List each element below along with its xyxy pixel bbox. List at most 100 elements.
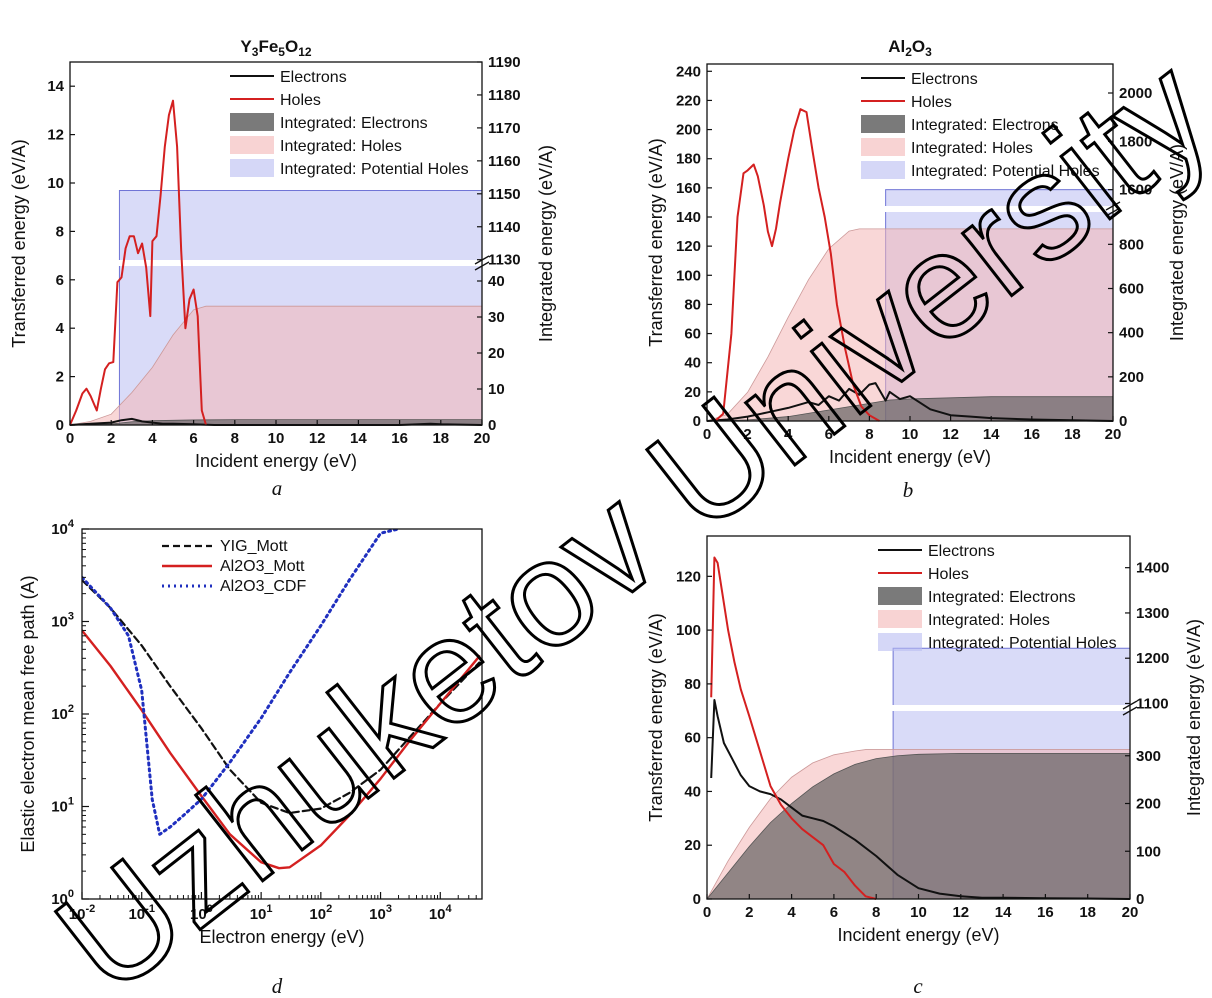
- c-y-tick-label: 20: [684, 837, 701, 854]
- a-y2-tick-label: 1190: [488, 54, 521, 71]
- b-legend-entry: Integrated: Holes: [861, 138, 1033, 157]
- b-y-tick-label: 40: [684, 355, 701, 372]
- c-y-tick-label: 60: [684, 730, 701, 747]
- d-x-tick-label: 10-2: [69, 903, 95, 923]
- c-x-tick-label: 0: [703, 904, 711, 921]
- a-legend-entry: Integrated: Electrons: [230, 113, 428, 132]
- c-axis-break-bar: [707, 705, 1130, 711]
- b-y-tick-label: 240: [676, 63, 701, 80]
- a-y2-tick-label: 40: [488, 273, 505, 290]
- b-holes-line: [714, 108, 880, 422]
- b-y-tick-label: 160: [676, 180, 701, 197]
- a-axis-break-mark: [474, 261, 490, 271]
- a-x-tick-label: 18: [432, 430, 449, 447]
- a-y2-tick-label: 1150: [488, 186, 521, 203]
- c-electrons-line: [710, 699, 1131, 900]
- a-y2-tick-label: 1170: [488, 120, 521, 137]
- c-y2-tick-label: 1400: [1136, 560, 1169, 577]
- b-y-tick-label: 140: [676, 209, 701, 226]
- c-x-tick-label: 4: [787, 904, 796, 921]
- b-y2-tick-label: 800: [1119, 236, 1144, 253]
- c-x-tick-label: 10: [910, 904, 927, 921]
- b-y2-tick-label: 1600: [1119, 182, 1152, 199]
- a-x-axis-label: Incident energy (eV): [195, 451, 357, 471]
- c-legend-swatch: [878, 610, 922, 628]
- a-legend-label: Integrated: Holes: [280, 138, 402, 155]
- c-x-tick-label: 16: [1037, 904, 1054, 921]
- d-plot-area: [82, 529, 481, 870]
- a-x-tick-label: 8: [231, 430, 239, 447]
- c-y2-tick-label: 1300: [1136, 605, 1169, 622]
- c-y-tick-label: 0: [693, 891, 701, 908]
- b-x-tick-label: 16: [1023, 426, 1040, 443]
- a-chart-title: Y3Fe5O12: [240, 37, 311, 59]
- a-x-tick-label: 16: [391, 430, 408, 447]
- a-x-tick-label: 2: [107, 430, 115, 447]
- d-al2o3-cdf-line: [82, 529, 400, 836]
- b-x-tick-label: 4: [784, 426, 793, 443]
- a-legend-entry: Integrated: Holes: [230, 136, 402, 155]
- b-legend-entry: Electrons: [861, 71, 978, 88]
- a-plot-area: [69, 99, 483, 426]
- b-legend-entry: Holes: [861, 94, 952, 111]
- b-y-tick-label: 100: [676, 267, 701, 284]
- a-y-tick-label: 10: [47, 175, 64, 192]
- a-legend-entry: Electrons: [230, 69, 347, 86]
- d-legend-label: YIG_Mott: [220, 538, 288, 555]
- c-legend-entry: Integrated: Potential Holes: [878, 633, 1117, 652]
- c-legend-label: Electrons: [928, 543, 995, 560]
- a-legend-label: Integrated: Electrons: [280, 115, 428, 132]
- a-panel-label: a: [272, 476, 283, 500]
- a-y2-tick-label: 20: [488, 345, 505, 362]
- a-y2-tick-label: 1160: [488, 153, 521, 170]
- d-yig-mott-line: [82, 578, 481, 815]
- c-legend-label: Integrated: Holes: [928, 612, 1050, 629]
- a-axis-break-mark: [474, 255, 490, 265]
- b-legend-label: Holes: [911, 94, 952, 111]
- d-x-axis-label: Electron energy (eV): [199, 927, 364, 947]
- d-legend-entry: Al2O3_CDF: [162, 578, 306, 595]
- d-y-tick-label: 103: [51, 611, 74, 631]
- a-holes-line: [69, 99, 207, 426]
- panel-c: 0 2 4 6 8 10 12 14 16 18 2002040608010012001002003…: [646, 535, 1204, 998]
- c-holes-line: [710, 556, 877, 900]
- b-y2-tick-label: 0: [1119, 413, 1127, 430]
- a-legend-swatch: [230, 113, 274, 131]
- d-x-tick-label: 101: [250, 903, 273, 923]
- b-y2-tick-label: 600: [1119, 281, 1144, 298]
- c-y2-axis-label: Integrated energy (eV/A): [1184, 619, 1204, 816]
- panel-d: 10-2 10-1 100 101 102 103 104 100 101 102 103 104 El…: [18, 518, 483, 998]
- b-x-tick-label: 12: [942, 426, 959, 443]
- d-legend-label: Al2O3_CDF: [220, 578, 306, 595]
- a-x-tick-label: 4: [148, 430, 157, 447]
- a-legend-entry: Holes: [230, 92, 321, 109]
- b-axis-break-bar: [707, 206, 1113, 212]
- d-legend-entry: YIG_Mott: [162, 538, 288, 555]
- a-legend-label: Electrons: [280, 69, 347, 86]
- d-y-axis-label: Elastic electron mean free path (A): [18, 575, 38, 852]
- c-legend-label: Integrated: Electrons: [928, 589, 1076, 606]
- b-y2-axis-label: Integrated energy (eV/A): [1167, 144, 1187, 341]
- b-x-tick-label: 20: [1105, 426, 1122, 443]
- a-x-tick-label: 12: [309, 430, 326, 447]
- b-y-tick-label: 180: [676, 151, 701, 168]
- c-y-axis-label: Transferred energy (eV/A): [646, 613, 666, 821]
- d-y-tick-label: 100: [51, 888, 74, 908]
- c-x-tick-label: 6: [830, 904, 838, 921]
- c-axis-break-mark: [1122, 700, 1138, 710]
- b-legend-swatch: [861, 115, 905, 133]
- b-y-tick-label: 80: [684, 296, 701, 313]
- c-y2-tick-label: 100: [1136, 843, 1161, 860]
- c-y2-tick-label: 200: [1136, 796, 1161, 813]
- b-electrons-line: [706, 382, 1114, 422]
- c-x-tick-label: 8: [872, 904, 880, 921]
- c-y-tick-label: 120: [676, 568, 701, 585]
- b-y2-tick-label: 200: [1119, 369, 1144, 386]
- c-x-tick-label: 12: [952, 904, 969, 921]
- c-legend-entry: Integrated: Electrons: [878, 587, 1076, 606]
- c-plot-area: [706, 556, 1131, 900]
- b-legend-label: Integrated: Holes: [911, 140, 1033, 157]
- b-axis-break-mark: [1105, 207, 1121, 217]
- b-x-axis-label: Incident energy (eV): [829, 447, 991, 467]
